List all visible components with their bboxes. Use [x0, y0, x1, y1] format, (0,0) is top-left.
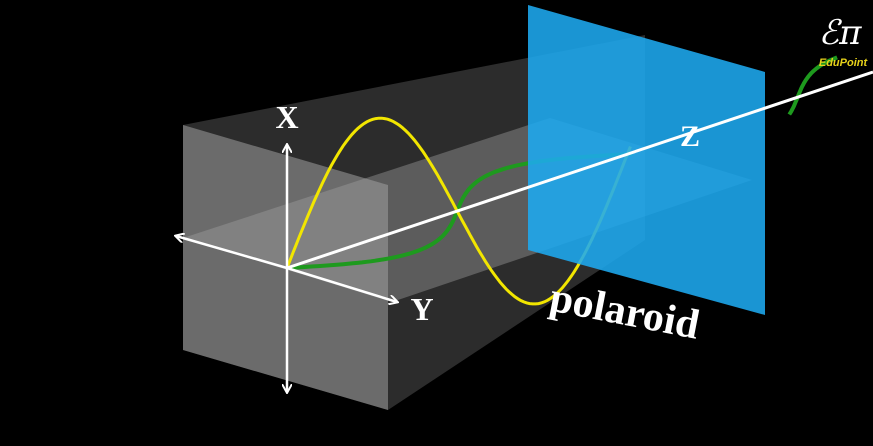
y-label: Y	[410, 291, 433, 327]
page: X Y Z polaroid ℰπ EduPoint (() => { cons…	[0, 0, 873, 446]
x-label: X	[275, 99, 298, 135]
z-label: Z	[680, 120, 700, 153]
logo-symbol: ℰπ	[819, 13, 863, 53]
diagram: X Y Z polaroid ℰπ EduPoint	[0, 0, 873, 446]
logo-name: EduPoint	[819, 57, 869, 69]
